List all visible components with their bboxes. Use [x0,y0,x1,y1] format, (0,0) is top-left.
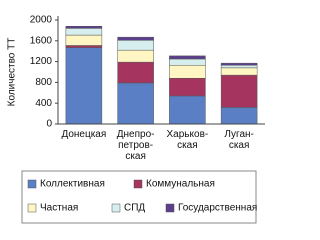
y-tick-label: 400 [35,98,52,109]
bar-segment [65,45,103,48]
legend-box [21,170,257,224]
y-tick-label: 0 [46,119,52,130]
legend-swatch [27,203,37,213]
legend-swatch [27,179,37,189]
y-tick-label: 800 [35,77,52,88]
legend-swatch [133,179,143,189]
bar-segment [169,95,206,125]
legend-swatch [111,203,121,213]
bar-segment [65,34,103,46]
bar-segment [220,64,258,69]
legend-label: Частная [40,203,78,214]
bar-segment [220,67,258,76]
legend-label: Государственная [178,203,257,214]
bar-segment [220,74,258,108]
chart: Количество ТТ 0 400 800 1200 1600 2000 Донецка… [7,15,265,224]
bar-segment [117,36,154,41]
bar-segment [117,61,154,84]
x-tick-label: Луган-ская [224,129,254,151]
legend-swatch [165,203,175,213]
legend-label: СПД [124,203,145,214]
bar-segment [169,55,206,60]
bar-segment [220,107,258,125]
y-axis-label: Количество ТТ [7,38,18,107]
bar-segment [220,62,258,66]
legend-label: Коммунальная [146,179,215,190]
y-tick-label: 1200 [30,56,53,67]
x-tick-label: Донецкая [61,129,106,140]
bar-segment [65,25,103,29]
bar-segment [65,47,103,125]
x-tick-label: Харьков-ская [167,129,209,151]
x-tick-label: Днепро-петров-ская [117,129,155,162]
bar-segment [169,77,206,97]
y-tick-label: 1600 [30,35,53,46]
bar-segment [117,49,154,63]
bar-segment [117,40,154,51]
bar-segment [117,82,154,125]
bar-segment [169,58,206,66]
bar-segment [65,28,103,36]
y-tick-label: 2000 [30,15,53,26]
bar-segment [169,64,206,79]
legend-label: Коллективная [40,179,105,190]
